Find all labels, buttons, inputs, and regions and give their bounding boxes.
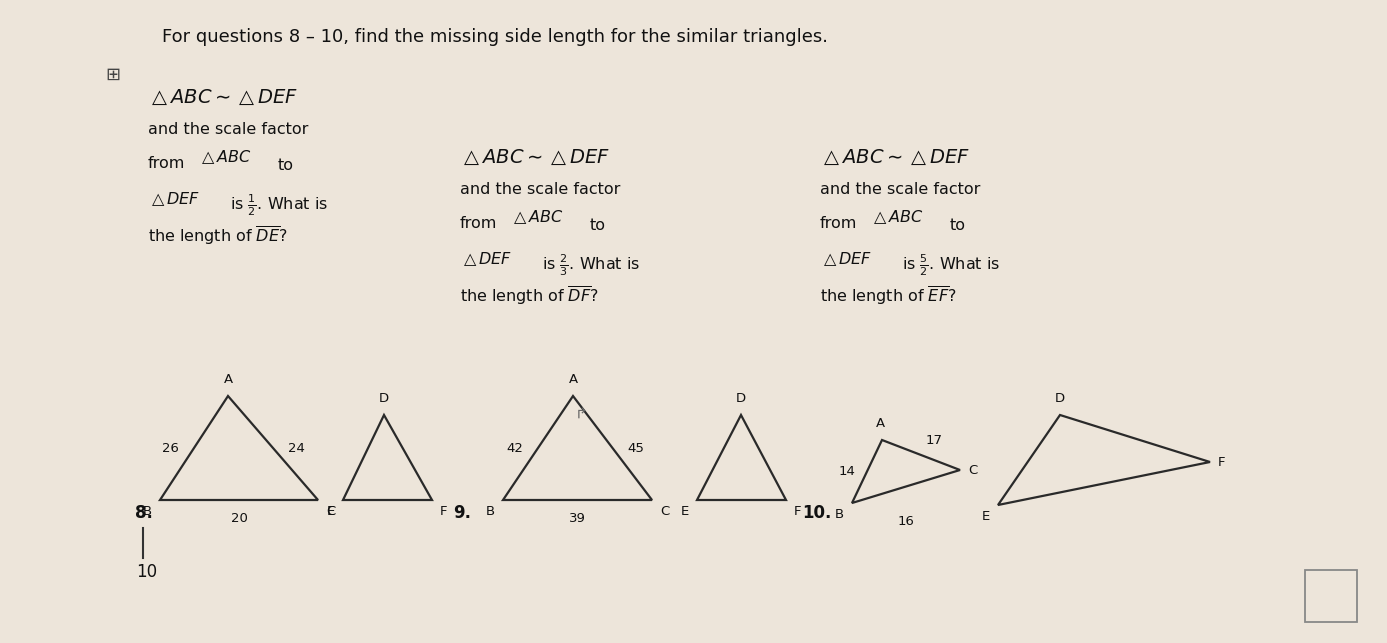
- Text: C: C: [968, 464, 978, 476]
- Text: B: B: [143, 505, 153, 518]
- Text: B: B: [835, 508, 845, 521]
- Text: to: to: [950, 218, 965, 233]
- Text: A: A: [223, 373, 233, 386]
- Text: $\triangle ABC \sim \triangle DEF$: $\triangle ABC \sim \triangle DEF$: [148, 88, 298, 107]
- Text: B: B: [485, 505, 495, 518]
- Text: $\triangle ABC$: $\triangle ABC$: [510, 208, 563, 226]
- Text: is $\frac{1}{2}$. What is: is $\frac{1}{2}$. What is: [230, 192, 329, 218]
- Text: $\triangle ABC \sim \triangle DEF$: $\triangle ABC \sim \triangle DEF$: [460, 148, 610, 167]
- Text: $\triangle ABC$: $\triangle ABC$: [198, 148, 251, 166]
- Text: $\triangle ABC$: $\triangle ABC$: [870, 208, 924, 226]
- Text: 9.: 9.: [454, 504, 472, 522]
- Text: is $\frac{5}{2}$. What is: is $\frac{5}{2}$. What is: [902, 252, 1000, 278]
- Text: A: A: [569, 373, 577, 386]
- Text: the length of $\overline{DE}$?: the length of $\overline{DE}$?: [148, 224, 287, 247]
- Text: C: C: [326, 505, 336, 518]
- Text: from: from: [820, 216, 857, 231]
- Text: to: to: [589, 218, 606, 233]
- Text: F: F: [1218, 455, 1226, 469]
- Text: E: E: [681, 505, 689, 518]
- Text: 20: 20: [230, 512, 247, 525]
- Text: and the scale factor: and the scale factor: [148, 122, 308, 137]
- Text: C: C: [660, 505, 670, 518]
- Text: D: D: [1056, 392, 1065, 405]
- Text: $\triangle DEF$: $\triangle DEF$: [820, 250, 872, 268]
- Text: F: F: [440, 505, 448, 518]
- Text: D: D: [379, 392, 390, 405]
- Text: A: A: [875, 417, 885, 430]
- Text: 39: 39: [569, 512, 585, 525]
- Text: from: from: [460, 216, 498, 231]
- Text: D: D: [736, 392, 746, 405]
- Text: 10: 10: [136, 563, 157, 581]
- Text: E: E: [982, 510, 990, 523]
- Text: 45: 45: [627, 442, 645, 455]
- Text: $\triangle DEF$: $\triangle DEF$: [148, 190, 200, 208]
- Text: 14: 14: [838, 465, 854, 478]
- Text: and the scale factor: and the scale factor: [820, 182, 981, 197]
- Text: F: F: [793, 505, 802, 518]
- Text: E: E: [327, 505, 336, 518]
- Text: the length of $\overline{DF}$?: the length of $\overline{DF}$?: [460, 284, 599, 307]
- Text: ⊞: ⊞: [105, 66, 121, 84]
- Bar: [1305, 570, 1356, 622]
- Text: is $\frac{2}{3}$. What is: is $\frac{2}{3}$. What is: [542, 252, 641, 278]
- Text: from: from: [148, 156, 186, 171]
- Text: 10.: 10.: [802, 504, 831, 522]
- Text: 8.: 8.: [135, 504, 153, 522]
- Text: ↱: ↱: [574, 406, 587, 422]
- Text: $\triangle ABC \sim \triangle DEF$: $\triangle ABC \sim \triangle DEF$: [820, 148, 971, 167]
- Text: to: to: [277, 158, 294, 173]
- Text: 17: 17: [927, 434, 943, 447]
- Text: and the scale factor: and the scale factor: [460, 182, 620, 197]
- Text: 24: 24: [288, 442, 305, 455]
- Text: 16: 16: [897, 515, 914, 528]
- Text: 26: 26: [162, 442, 179, 455]
- Text: the length of $\overline{EF}$?: the length of $\overline{EF}$?: [820, 284, 957, 307]
- Text: For questions 8 – 10, find the missing side length for the similar triangles.: For questions 8 – 10, find the missing s…: [162, 28, 828, 46]
- Text: 42: 42: [506, 442, 523, 455]
- Text: $\triangle DEF$: $\triangle DEF$: [460, 250, 512, 268]
